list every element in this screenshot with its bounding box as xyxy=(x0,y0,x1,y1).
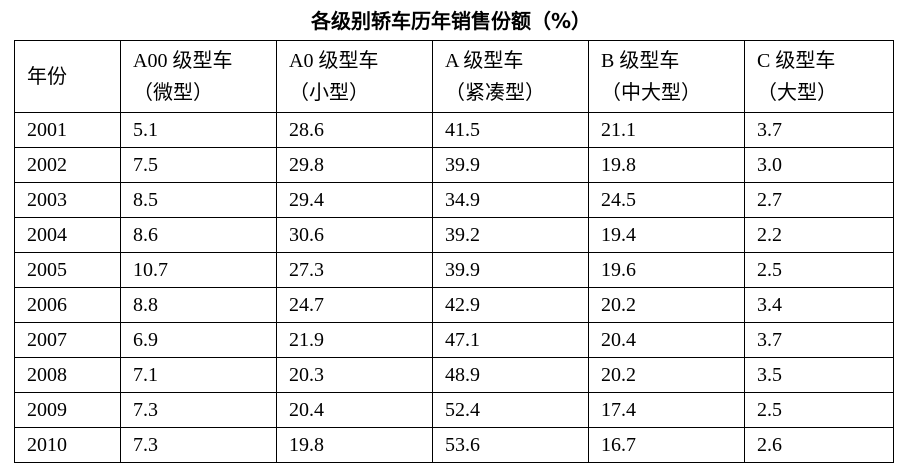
share-cell: 24.7 xyxy=(276,287,433,323)
header-text: （紧凑型） xyxy=(445,81,545,104)
share-cell: 39.2 xyxy=(432,217,589,253)
share-cell: 19.4 xyxy=(588,217,745,253)
share-cell: 28.6 xyxy=(276,112,433,148)
header-text: （微型） xyxy=(133,81,213,104)
year-cell: 2006 xyxy=(14,287,121,323)
share-cell: 6.9 xyxy=(120,322,277,358)
share-cell: 19.8 xyxy=(276,427,433,463)
share-cell: 2.5 xyxy=(744,392,894,428)
share-cell: 10.7 xyxy=(120,252,277,288)
share-cell: 48.9 xyxy=(432,357,589,393)
share-cell: 30.6 xyxy=(276,217,433,253)
share-cell: 24.5 xyxy=(588,182,745,218)
table-title: 各级别轿车历年销售份额（%） xyxy=(310,9,592,33)
data-row: 2003 8.5 29.4 34.9 24.5 2.7 xyxy=(14,182,894,218)
share-cell: 52.4 xyxy=(432,392,589,428)
share-cell: 8.5 xyxy=(120,182,277,218)
share-cell: 2.2 xyxy=(744,217,894,253)
share-cell: 19.6 xyxy=(588,252,745,288)
share-cell: 2.5 xyxy=(744,252,894,288)
header-cell: A 级型车 （紧凑型） xyxy=(432,40,589,113)
year-cell: 2005 xyxy=(14,252,121,288)
share-cell: 20.4 xyxy=(588,322,745,358)
data-row: 2009 7.3 20.4 52.4 17.4 2.5 xyxy=(14,392,894,428)
share-cell: 21.9 xyxy=(276,322,433,358)
data-row: 2004 8.6 30.6 39.2 19.4 2.2 xyxy=(14,217,894,253)
share-cell: 39.9 xyxy=(432,252,589,288)
share-cell: 42.9 xyxy=(432,287,589,323)
share-cell: 8.6 xyxy=(120,217,277,253)
header-text: A0 级型车 xyxy=(289,49,379,72)
header-cell: A0 级型车 （小型） xyxy=(276,40,433,113)
year-cell: 2009 xyxy=(14,392,121,428)
share-cell: 3.5 xyxy=(744,357,894,393)
share-cell: 16.7 xyxy=(588,427,745,463)
share-cell: 3.7 xyxy=(744,112,894,148)
header-text: B 级型车 xyxy=(601,49,680,72)
year-cell: 2003 xyxy=(14,182,121,218)
year-cell: 2007 xyxy=(14,322,121,358)
header-text: 年份 xyxy=(27,65,67,88)
share-cell: 3.4 xyxy=(744,287,894,323)
share-cell: 53.6 xyxy=(432,427,589,463)
share-cell: 20.3 xyxy=(276,357,433,393)
share-cell: 8.8 xyxy=(120,287,277,323)
data-row: 2002 7.5 29.8 39.9 19.8 3.0 xyxy=(14,147,894,183)
header-cell: A00 级型车 （微型） xyxy=(120,40,277,113)
table-body: 年份 A00 级型车 （微型） A0 级型车 （小型） A 级型车 （紧凑型） B 级型车 （中… xyxy=(14,40,894,463)
header-text: A 级型车 xyxy=(445,49,524,72)
data-row: 2001 5.1 28.6 41.5 21.1 3.7 xyxy=(14,112,894,148)
header-text: （中大型） xyxy=(601,81,701,104)
year-cell: 2002 xyxy=(14,147,121,183)
share-cell: 39.9 xyxy=(432,147,589,183)
share-cell: 34.9 xyxy=(432,182,589,218)
data-row: 2008 7.1 20.3 48.9 20.2 3.5 xyxy=(14,357,894,393)
share-cell: 47.1 xyxy=(432,322,589,358)
share-cell: 27.3 xyxy=(276,252,433,288)
share-cell: 7.3 xyxy=(120,427,277,463)
share-cell: 2.6 xyxy=(744,427,894,463)
header-text: A00 级型车 xyxy=(133,49,233,72)
share-cell: 7.3 xyxy=(120,392,277,428)
data-row: 2010 7.3 19.8 53.6 16.7 2.6 xyxy=(14,427,894,463)
share-cell: 41.5 xyxy=(432,112,589,148)
header-text: C 级型车 xyxy=(757,49,836,72)
share-cell: 2.7 xyxy=(744,182,894,218)
year-cell: 2001 xyxy=(14,112,121,148)
data-row: 2007 6.9 21.9 47.1 20.4 3.7 xyxy=(14,322,894,358)
header-row: 年份 A00 级型车 （微型） A0 级型车 （小型） A 级型车 （紧凑型） B 级型车 （中… xyxy=(14,40,894,113)
share-cell: 7.1 xyxy=(120,357,277,393)
year-cell: 2008 xyxy=(14,357,121,393)
share-cell: 17.4 xyxy=(588,392,745,428)
year-cell: 2004 xyxy=(14,217,121,253)
header-text: （小型） xyxy=(289,81,369,104)
share-cell: 29.8 xyxy=(276,147,433,183)
share-cell: 3.7 xyxy=(744,322,894,358)
share-cell: 20.2 xyxy=(588,357,745,393)
share-cell: 5.1 xyxy=(120,112,277,148)
share-cell: 20.4 xyxy=(276,392,433,428)
share-cell: 3.0 xyxy=(744,147,894,183)
share-cell: 21.1 xyxy=(588,112,745,148)
header-cell: 年份 xyxy=(14,40,121,113)
year-cell: 2010 xyxy=(14,427,121,463)
sales-share-table: 年份 A00 级型车 （微型） A0 级型车 （小型） A 级型车 （紧凑型） B 级型车 （中… xyxy=(14,40,894,463)
header-cell: C 级型车 （大型） xyxy=(744,40,894,113)
data-row: 2005 10.7 27.3 39.9 19.6 2.5 xyxy=(14,252,894,288)
header-cell: B 级型车 （中大型） xyxy=(588,40,745,113)
header-text: （大型） xyxy=(757,81,837,104)
share-cell: 29.4 xyxy=(276,182,433,218)
data-row: 2006 8.8 24.7 42.9 20.2 3.4 xyxy=(14,287,894,323)
share-cell: 20.2 xyxy=(588,287,745,323)
share-cell: 19.8 xyxy=(588,147,745,183)
share-cell: 7.5 xyxy=(120,147,277,183)
